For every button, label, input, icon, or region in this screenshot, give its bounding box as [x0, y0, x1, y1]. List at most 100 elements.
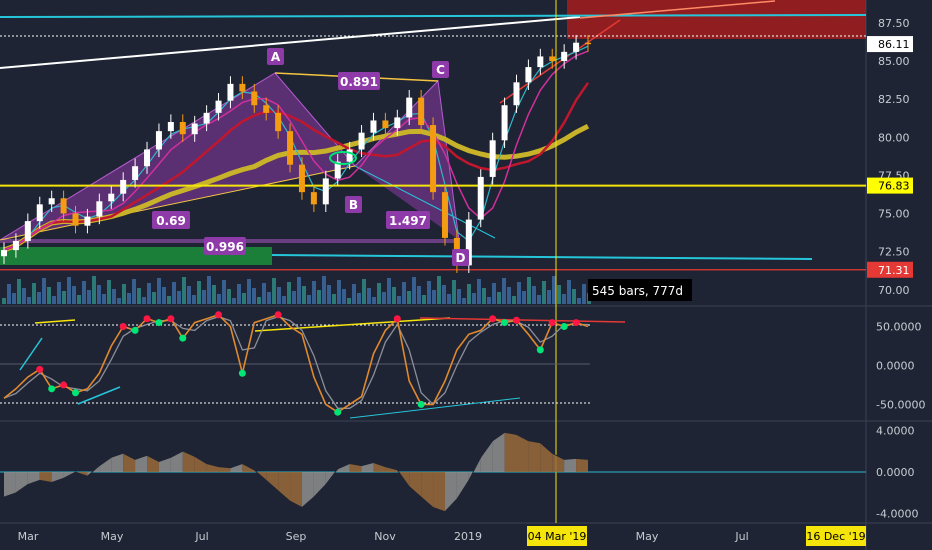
volume-bar	[267, 292, 271, 304]
volume-bar	[452, 280, 456, 304]
volume-bar	[552, 276, 556, 304]
volume-bar	[272, 278, 276, 304]
osc-peak-marker	[119, 322, 127, 330]
candle-body	[489, 140, 496, 177]
candle-body	[382, 120, 389, 129]
osc-trough-marker	[155, 319, 163, 327]
osc-tick-label: -50.0000	[876, 398, 925, 411]
candle-body	[501, 105, 508, 141]
red-channel-line	[499, 19, 621, 104]
volume-bar	[542, 281, 546, 304]
osc-resistance-line	[419, 317, 626, 323]
volume-bar	[57, 282, 61, 304]
candle-body	[418, 97, 425, 126]
macd-area-segment	[182, 451, 195, 472]
macd-area-segment	[540, 442, 553, 472]
macd-area-segment	[218, 466, 231, 472]
macd-area-segment	[99, 457, 112, 472]
osc-axis[interactable]: 50.0000 0.0000 -50.0000	[876, 320, 925, 411]
volume-bar	[512, 296, 516, 304]
osc-trough-marker	[131, 326, 139, 334]
volume-bar	[402, 282, 406, 304]
macd-area-segment	[111, 453, 124, 472]
osc-trough-marker	[501, 319, 509, 327]
osc-trough-marker	[334, 408, 342, 416]
volume-bar	[522, 291, 526, 304]
volume-bar	[167, 296, 171, 304]
point-b-label: B	[345, 196, 362, 213]
volume-bar	[37, 292, 41, 304]
harmonic-xb-line	[0, 165, 356, 241]
osc-peak-marker	[572, 319, 580, 327]
macd-tick-label: 0.0000	[876, 466, 915, 479]
candle-body	[227, 83, 234, 101]
candle-body	[167, 122, 174, 132]
volume-bar	[432, 290, 436, 304]
macd-axis[interactable]: 4.0000 0.0000 -4.0000	[876, 424, 918, 520]
volume-bar	[27, 297, 31, 304]
volume-bar	[302, 286, 306, 304]
candle-body	[1, 250, 7, 257]
volume-bar	[107, 280, 111, 304]
volume-bar	[202, 290, 206, 304]
volume-bar	[12, 293, 16, 304]
volume-bar	[297, 277, 301, 304]
volume-bar	[7, 284, 11, 304]
candle-body	[573, 42, 580, 52]
candle-body	[84, 216, 91, 226]
macd-area-segment	[576, 458, 588, 472]
macd-area-segment	[349, 463, 362, 472]
volume-bar	[342, 289, 346, 304]
candle-body	[585, 42, 591, 45]
time-tick-label: May	[636, 530, 659, 543]
volume-bar	[177, 291, 181, 304]
volume-bar	[362, 279, 366, 304]
candle-body	[358, 132, 365, 150]
macd-area-segment	[516, 434, 529, 472]
price-badge-stop: 71.31	[867, 261, 913, 278]
volume-bar	[242, 293, 246, 304]
volume-bar	[387, 278, 391, 304]
macd-area-segment	[385, 466, 398, 472]
time-tick-label: Sep	[286, 530, 307, 543]
volume-bar	[52, 296, 56, 304]
svg-text:B: B	[349, 198, 358, 212]
svg-text:C: C	[436, 63, 445, 77]
svg-text:545 bars, 777d: 545 bars, 777d	[592, 284, 683, 298]
volume-bar	[557, 285, 561, 304]
volume-bar	[257, 297, 261, 304]
volume-bar	[147, 283, 151, 304]
volume-bar	[92, 276, 96, 304]
candle-body	[537, 56, 544, 68]
macd-area-segment	[361, 462, 374, 472]
volume-bar	[207, 276, 211, 304]
candle-body	[441, 192, 448, 238]
price-tick-label: 82.50	[878, 93, 910, 106]
osc-support-line-2	[77, 386, 121, 405]
time-axis[interactable]: Mar May Jul Sep Nov 2019 May Jul	[18, 530, 749, 543]
candle-body	[465, 219, 472, 266]
osc-markers	[36, 311, 580, 416]
volume-bar	[532, 286, 536, 304]
volume-bar	[137, 288, 141, 304]
candle-body	[215, 100, 222, 113]
highlight-ellipse	[329, 151, 357, 165]
volume-bar	[467, 284, 471, 304]
time-tick-label: May	[101, 530, 124, 543]
macd-area-segment	[51, 472, 64, 483]
osc-peak-marker	[548, 319, 556, 327]
ratio-label-xb: 0.69	[152, 211, 190, 229]
volume-bar	[327, 285, 331, 304]
candles	[1, 35, 591, 273]
volume-bar	[22, 288, 26, 304]
volume-bar	[407, 291, 411, 304]
volume-bar	[457, 289, 461, 304]
candle-body	[310, 192, 317, 205]
macd-area-segment	[337, 463, 350, 472]
volume-bar	[562, 294, 566, 304]
macd-area-segment	[409, 472, 422, 497]
volume-bar	[247, 279, 251, 304]
